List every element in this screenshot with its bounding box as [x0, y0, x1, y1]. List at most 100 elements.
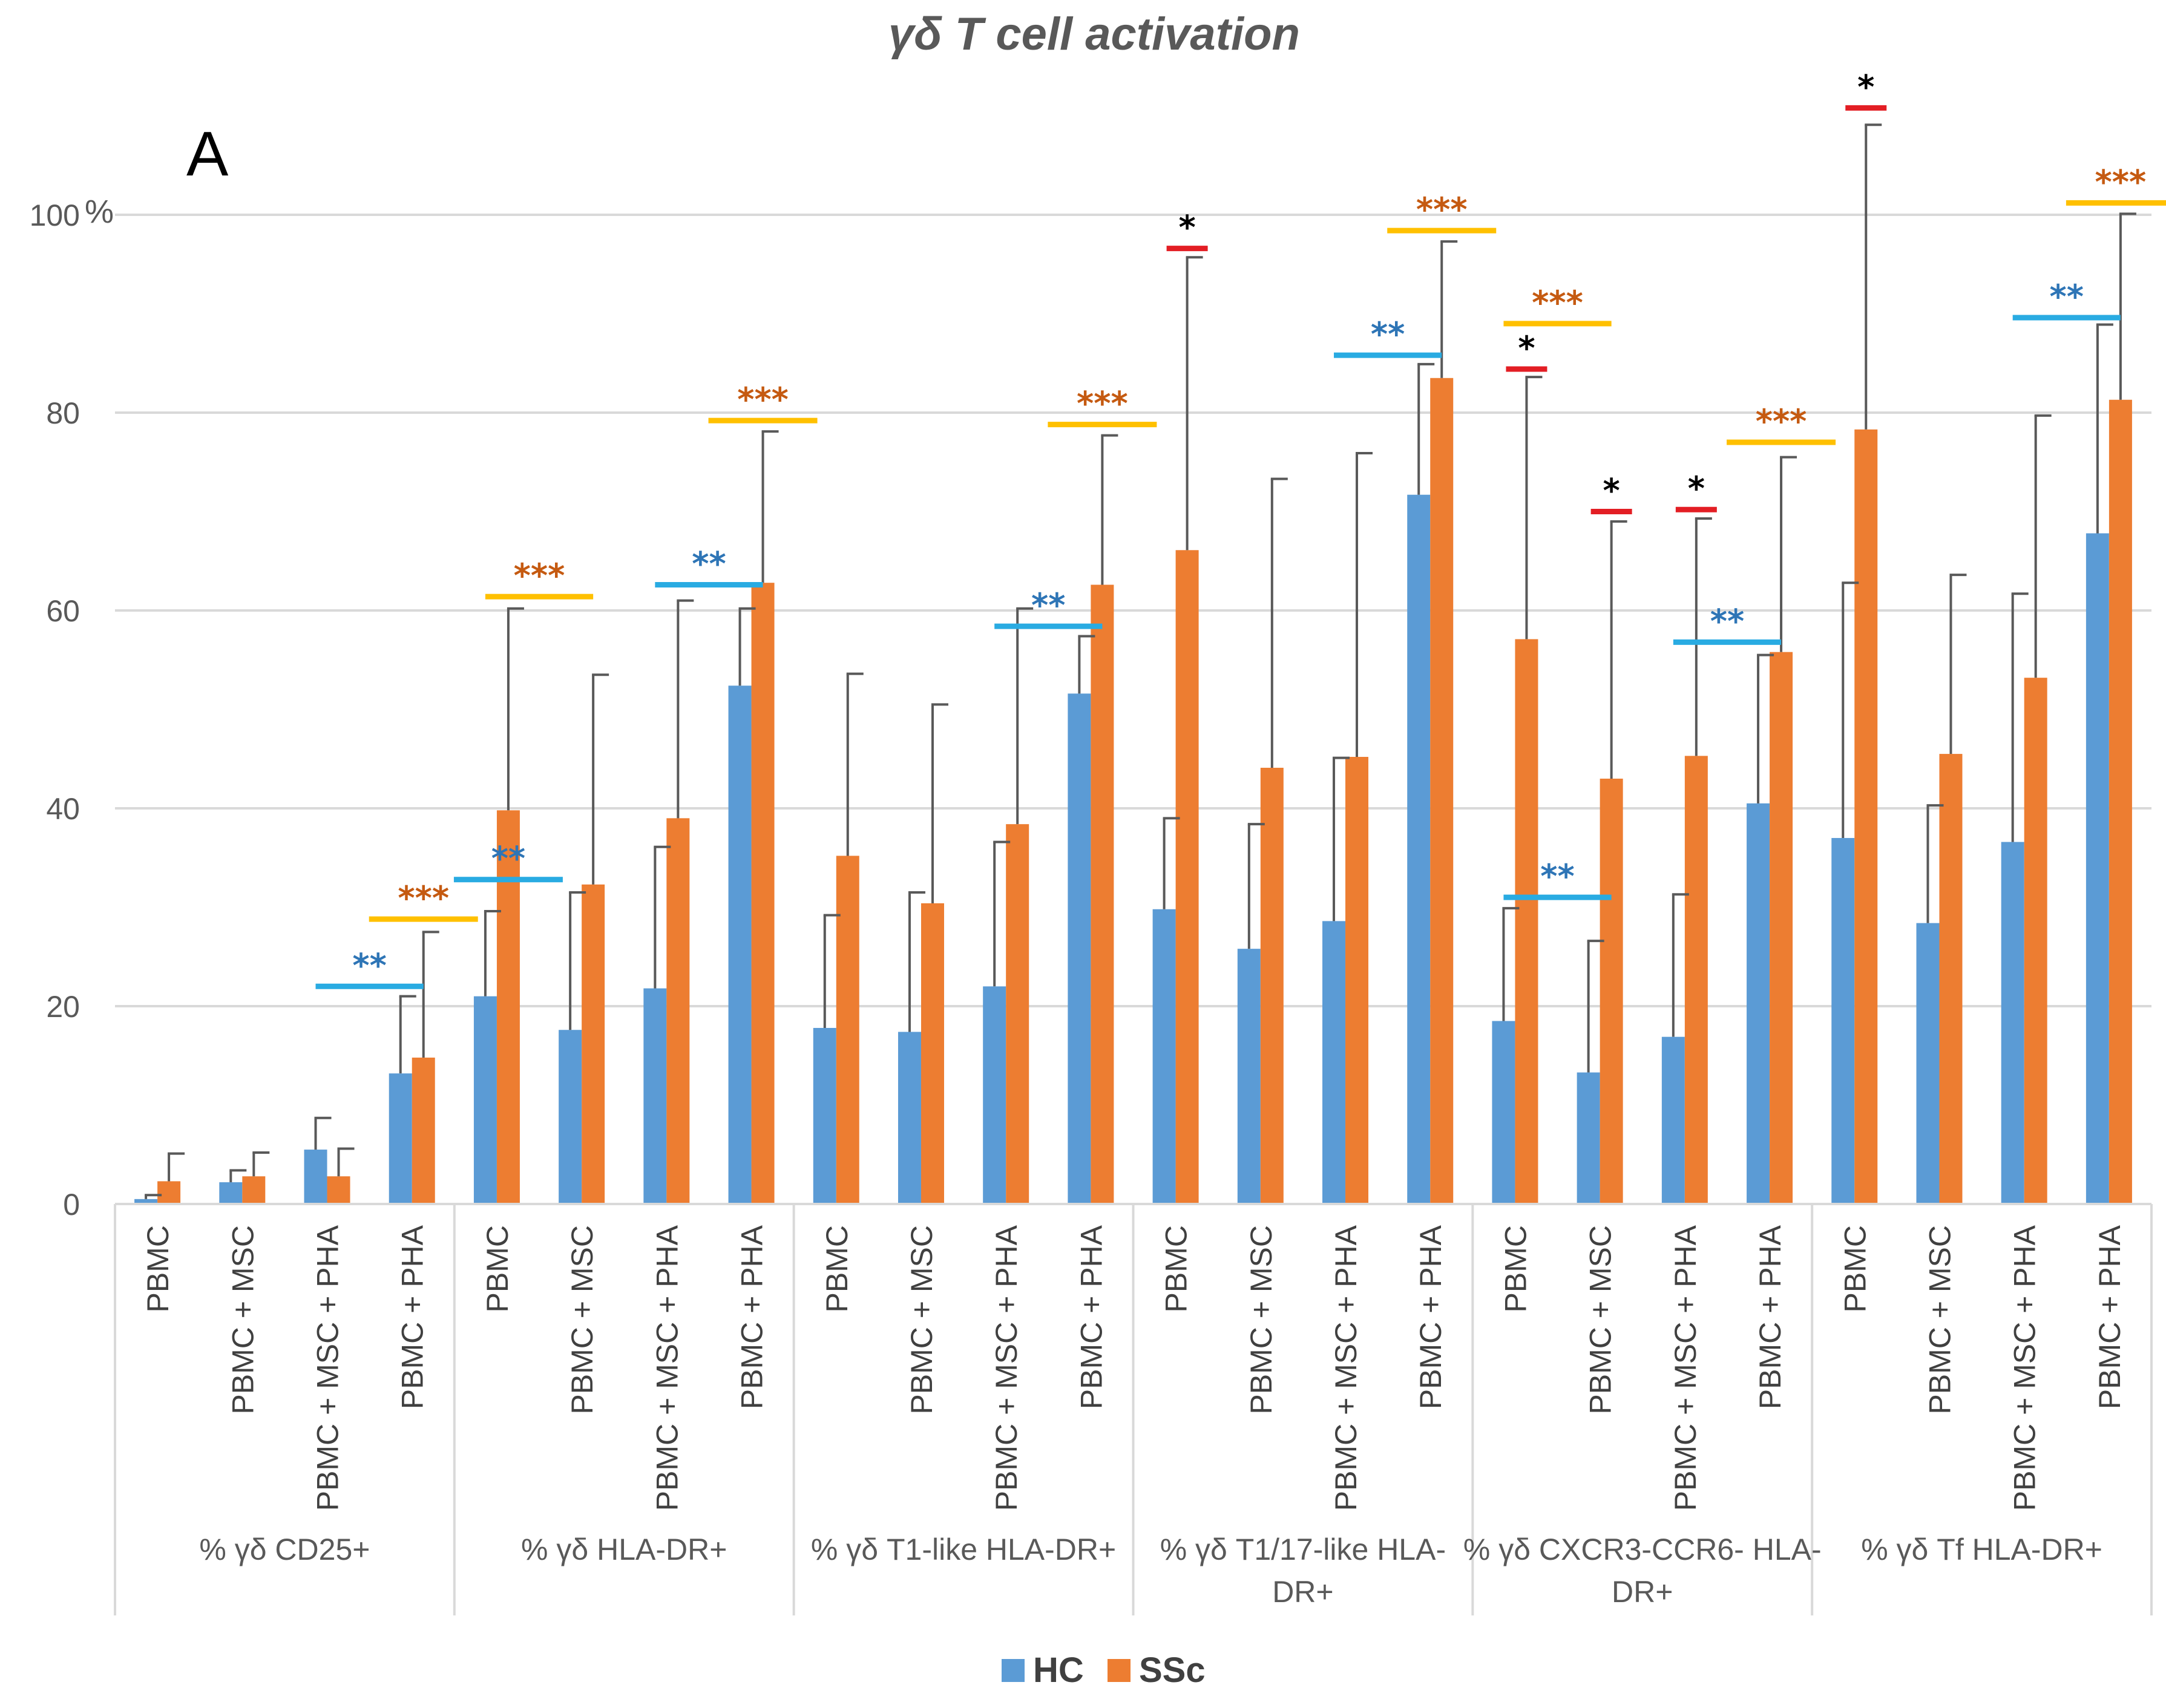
bar-hc — [1492, 1021, 1515, 1204]
x-tick-label: PBMC — [820, 1225, 854, 1312]
bar-ssc — [2024, 678, 2047, 1204]
legend-item-ssc-swatch — [1108, 1659, 1131, 1682]
group-label: DR+ — [1612, 1575, 1673, 1609]
x-tick-label: PBMC + MSC — [226, 1225, 260, 1415]
significance-stars: *** — [1756, 402, 1807, 440]
bar-hc — [898, 1032, 921, 1204]
bar-ssc — [1684, 756, 1708, 1204]
group-label: % γδ T1/17-like HLA- — [1160, 1533, 1446, 1566]
gridlines: 0 20 40 60 80 100 — [30, 198, 2151, 1222]
bar-hc — [2086, 533, 2109, 1204]
group-label: % γδ CXCR3-CCR6- HLA- — [1463, 1533, 1822, 1566]
bar-hc — [134, 1199, 158, 1204]
bar-ssc — [496, 810, 520, 1204]
x-tick-label: PBMC + PHA — [735, 1225, 769, 1409]
significance-stars: *** — [514, 557, 565, 595]
x-tick-label: PBMC + MSC — [1244, 1225, 1278, 1415]
legend: HC SSc — [1002, 1651, 1206, 1690]
significance-stars: *** — [737, 381, 789, 419]
y-tick-label: 100 — [30, 198, 80, 232]
x-tick-label: PBMC + MSC — [565, 1225, 599, 1415]
significance-stars: * — [1178, 209, 1195, 247]
bar-ssc — [1430, 378, 1454, 1204]
x-tick-label: PBMC + PHA — [396, 1225, 430, 1409]
error-bars — [145, 123, 2136, 1199]
significance-stars: ** — [2050, 278, 2084, 316]
significance-stars: * — [1603, 472, 1620, 510]
significance-stars: * — [1857, 68, 1874, 106]
bar-hc — [1661, 1036, 1685, 1204]
bar-ssc — [1006, 824, 1029, 1204]
bar-ssc — [1854, 429, 1878, 1205]
bar-ssc — [1770, 652, 1793, 1204]
significance-stars: ** — [1371, 315, 1405, 353]
bar-hc — [1747, 803, 1770, 1204]
panel-label: A — [186, 119, 229, 189]
legend-item-hc-label: HC — [1033, 1651, 1084, 1690]
x-tick-label: PBMC + MSC + PHA — [2008, 1225, 2042, 1511]
bar-ssc — [327, 1176, 350, 1204]
bars — [134, 378, 2132, 1205]
group-label: % γδ CD25+ — [199, 1533, 370, 1566]
bar-ssc — [242, 1176, 266, 1204]
bar-hc — [219, 1182, 243, 1204]
chart-title: γδ T cell activation — [888, 8, 1300, 60]
significance-stars: ** — [1710, 602, 1744, 640]
bar-ssc — [921, 903, 944, 1204]
bar-ssc — [412, 1058, 435, 1204]
bar-hc — [1322, 921, 1346, 1204]
x-tick-label: PBMC + MSC + PHA — [311, 1225, 345, 1511]
significance-stars: *** — [1077, 385, 1128, 423]
y-axis-unit-label: % — [85, 194, 114, 230]
y-tick-label: 60 — [46, 594, 80, 628]
bar-ssc — [157, 1181, 181, 1204]
bar-hc — [559, 1030, 582, 1204]
group-label: % γδ HLA-DR+ — [521, 1533, 727, 1566]
significance-stars: ** — [352, 946, 386, 984]
x-tick-label: PBMC + PHA — [1753, 1225, 1787, 1409]
group-label: DR+ — [1272, 1575, 1333, 1609]
bar-ssc — [1515, 639, 1538, 1204]
y-tick-label: 20 — [46, 990, 80, 1024]
bar-hc — [1237, 949, 1261, 1204]
x-tick-label: PBMC + PHA — [1074, 1225, 1108, 1409]
x-tick-label: PBMC + MSC + PHA — [650, 1225, 684, 1511]
bar-ssc — [582, 884, 605, 1204]
x-tick-label: PBMC — [1838, 1225, 1872, 1312]
bar-ssc — [1175, 550, 1199, 1204]
x-tick-label: PBMC + PHA — [1414, 1225, 1448, 1409]
x-tick-label: PBMC + MSC — [1584, 1225, 1618, 1415]
x-tick-label: PBMC + MSC — [1923, 1225, 1957, 1415]
significance-stars: ** — [1540, 857, 1574, 895]
bar-hc — [1831, 838, 1855, 1204]
bar-ssc — [1091, 584, 1114, 1204]
bar-hc — [1407, 494, 1431, 1204]
x-tick-label: PBMC + MSC — [905, 1225, 939, 1415]
bar-hc — [473, 996, 497, 1204]
bar-hc — [813, 1027, 836, 1204]
y-tick-label: 40 — [46, 792, 80, 826]
significance-stars: ** — [692, 545, 726, 583]
significance-stars: * — [1518, 329, 1535, 367]
x-tick-label: PBMC + PHA — [2093, 1225, 2127, 1409]
group-label: % γδ T1-like HLA-DR+ — [811, 1533, 1116, 1566]
legend-item-ssc-label: SSc — [1139, 1651, 1206, 1690]
x-tick-label: PBMC + MSC + PHA — [1329, 1225, 1363, 1511]
bar-ssc — [1600, 778, 1623, 1204]
significance-stars: ** — [491, 840, 525, 878]
bar-hc — [983, 986, 1006, 1204]
significance-annotations: ********** *********************** *******… — [315, 68, 2166, 989]
group-label: % γδ Tf HLA-DR+ — [1861, 1533, 2102, 1566]
bar-hc — [1916, 923, 1940, 1204]
bar-hc — [304, 1150, 327, 1204]
significance-stars: *** — [398, 879, 449, 917]
significance-stars: * — [1688, 470, 1705, 508]
x-tick-label: PBMC — [1498, 1225, 1532, 1312]
significance-stars: ** — [1031, 586, 1065, 624]
bar-hc — [2001, 842, 2024, 1204]
legend-item-hc-swatch — [1002, 1659, 1025, 1682]
x-tick-label: PBMC — [481, 1225, 514, 1312]
y-tick-label: 80 — [46, 396, 80, 430]
bar-ssc — [1260, 767, 1284, 1204]
bar-hc — [1152, 909, 1176, 1204]
